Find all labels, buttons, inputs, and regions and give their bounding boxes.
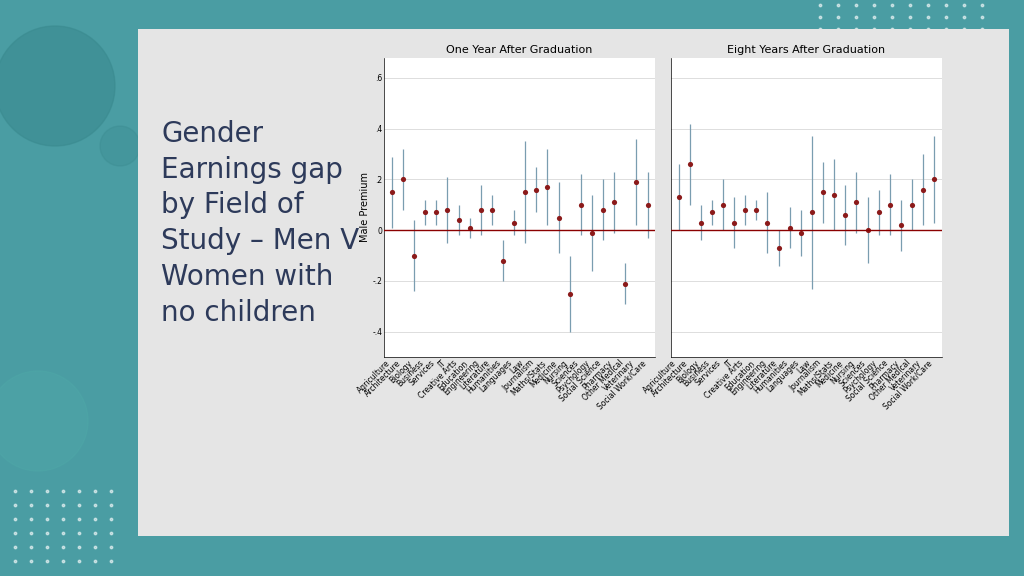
Point — [417, 208, 433, 217]
Point — [540, 183, 556, 192]
Text: Gender
Earnings gap
by Field of
Study – Men V
Women with
no children: Gender Earnings gap by Field of Study – … — [162, 120, 359, 327]
Point — [671, 192, 687, 202]
Point — [870, 208, 887, 217]
Point — [781, 223, 798, 232]
Point — [770, 244, 786, 253]
Circle shape — [100, 126, 140, 166]
Point — [882, 200, 898, 210]
Point — [551, 213, 567, 222]
Point — [483, 205, 500, 214]
Point — [495, 256, 511, 266]
Point — [859, 226, 876, 235]
Point — [528, 185, 545, 194]
Title: One Year After Graduation: One Year After Graduation — [446, 46, 593, 55]
Point — [815, 188, 831, 197]
Point — [606, 198, 623, 207]
Point — [428, 208, 444, 217]
Point — [384, 188, 400, 197]
Point — [451, 215, 467, 225]
Point — [595, 205, 611, 214]
Point — [715, 200, 731, 210]
Point — [759, 218, 775, 227]
Point — [462, 223, 478, 232]
Point — [793, 228, 809, 237]
Point — [926, 175, 942, 184]
Point — [804, 208, 820, 217]
Point — [439, 205, 456, 214]
Point — [394, 175, 411, 184]
Point — [893, 221, 909, 230]
Point — [506, 218, 522, 227]
Point — [561, 289, 578, 298]
Point — [749, 205, 765, 214]
Point — [584, 228, 600, 237]
Point — [681, 160, 697, 169]
Point — [826, 190, 843, 199]
Point — [406, 251, 422, 260]
Circle shape — [0, 371, 88, 471]
Point — [737, 205, 754, 214]
Point — [692, 218, 709, 227]
Point — [617, 279, 634, 288]
Point — [472, 205, 488, 214]
Point — [703, 208, 720, 217]
Point — [904, 200, 921, 210]
Circle shape — [0, 26, 115, 146]
Point — [572, 200, 589, 210]
Point — [726, 218, 742, 227]
Point — [629, 177, 645, 187]
Y-axis label: Male Premium: Male Premium — [359, 172, 370, 242]
Point — [517, 188, 534, 197]
Title: Eight Years After Graduation: Eight Years After Graduation — [727, 46, 886, 55]
Point — [915, 185, 932, 194]
Point — [848, 198, 864, 207]
Point — [639, 200, 655, 210]
Point — [838, 210, 854, 219]
